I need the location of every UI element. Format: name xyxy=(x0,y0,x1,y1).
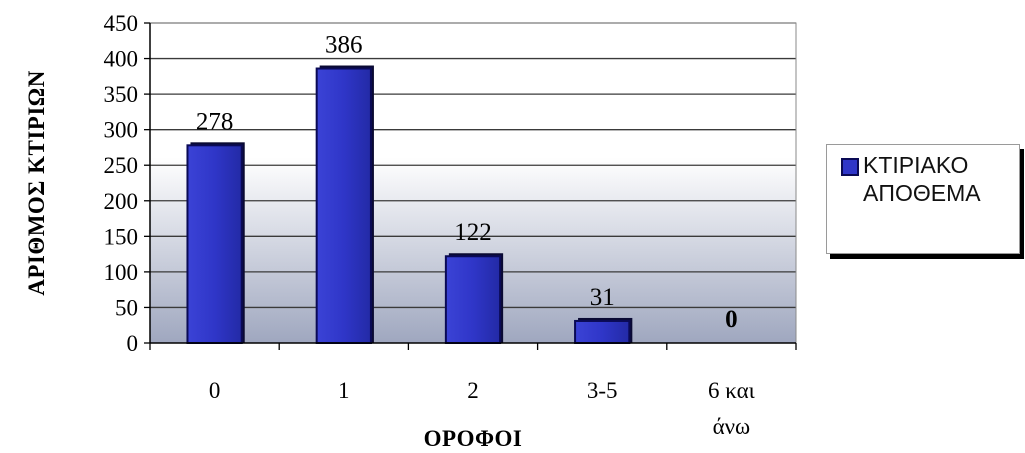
y-tick-label: 450 xyxy=(104,11,139,36)
bar xyxy=(315,67,372,344)
x-tick-label: 2 xyxy=(467,378,479,403)
x-tick-label: 0 xyxy=(209,378,221,403)
legend-swatch xyxy=(841,158,859,176)
x-tick-label: 6 και xyxy=(708,378,756,403)
bar xyxy=(574,319,631,345)
x-tick-label: άνω xyxy=(713,414,751,439)
legend-label-line: ΑΠΟΘΕΜΑ xyxy=(863,180,981,206)
y-tick-label: 0 xyxy=(127,331,139,356)
data-label: 31 xyxy=(590,284,615,311)
data-label: 386 xyxy=(325,32,363,59)
data-label: 122 xyxy=(454,219,492,246)
legend-label: ΚΤΙΡΙΑΚΟ ΑΠΟΘΕΜΑ xyxy=(863,151,981,207)
bar xyxy=(444,255,502,344)
legend: ΚΤΙΡΙΑΚΟ ΑΠΟΘΕΜΑ xyxy=(826,144,1020,254)
x-axis-title: ΟΡΟΦΟΙ xyxy=(424,426,523,451)
y-tick-label: 400 xyxy=(104,47,139,72)
y-tick-label: 200 xyxy=(104,189,139,214)
data-label: 0 xyxy=(725,306,738,333)
y-tick-label: 50 xyxy=(115,295,138,320)
data-label: 278 xyxy=(196,108,234,135)
bar xyxy=(186,144,243,344)
x-tick-label: 1 xyxy=(338,378,350,403)
legend-label-line: ΚΤΙΡΙΑΚΟ xyxy=(863,152,969,178)
x-tick-label: 3-5 xyxy=(587,378,618,403)
y-tick-label: 300 xyxy=(104,118,139,143)
y-axis-title: ΑΡΙΘΜΟΣ ΚΤΙΡΙΩΝ xyxy=(24,70,49,296)
y-tick-label: 250 xyxy=(104,153,139,178)
y-tick-label: 150 xyxy=(104,224,139,249)
y-tick-label: 100 xyxy=(104,260,139,285)
y-tick-label: 350 xyxy=(104,82,139,107)
